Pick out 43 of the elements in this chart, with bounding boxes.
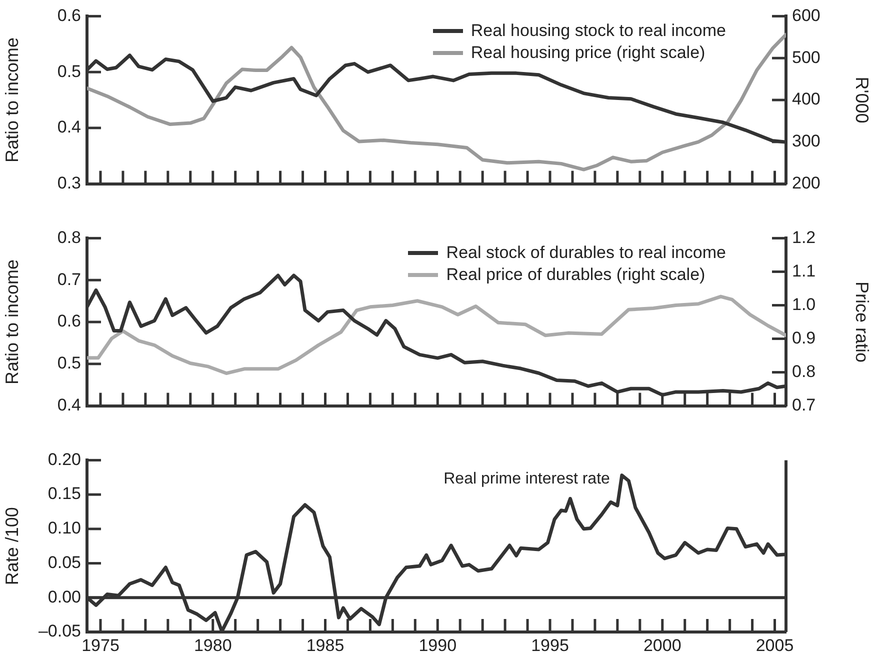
y-axis-title: Rate /100 [2, 507, 22, 586]
y-tick-label: 0.3 [57, 173, 81, 192]
y2-tick-label: 500 [792, 48, 820, 67]
y-axis-title: Ratio to income [2, 259, 22, 385]
x-tick-label: 1975 [82, 636, 120, 655]
series-label: Real prime interest rate [444, 470, 610, 488]
y-tick-label: 0.6 [57, 6, 81, 25]
y-tick-label: –0.05 [38, 622, 81, 641]
y-tick-label: 0.00 [48, 587, 81, 606]
y2-tick-label: 0.7 [792, 395, 816, 414]
y2-tick-label: 400 [792, 90, 820, 109]
y-tick-label: 0.4 [57, 118, 81, 137]
x-tick-label: 1985 [306, 636, 344, 655]
y-axis-title: Ratio to income [2, 37, 22, 163]
legend-label: Real housing price (right scale) [470, 42, 706, 64]
x-tick-label: 2000 [643, 636, 682, 655]
legend-label: Real housing stock to real income [470, 20, 726, 42]
y-tick-label: 0.5 [57, 354, 81, 373]
y2-axis-title: Price ratio [852, 281, 872, 363]
y2-tick-label: 1.1 [792, 261, 816, 280]
y-tick-label: 0.5 [57, 62, 81, 81]
y-tick-label: 0.7 [57, 270, 81, 289]
y2-tick-label: 300 [792, 132, 820, 151]
x-tick-label: 1995 [531, 636, 569, 655]
y2-tick-label: 1.2 [792, 228, 816, 247]
y-tick-label: 0.05 [48, 552, 81, 572]
y2-tick-label: 1.0 [792, 294, 816, 314]
legend-label: Real stock of durables to real income [446, 242, 726, 264]
y-tick-label: 0.6 [57, 312, 81, 331]
x-tick-label: 2005 [756, 636, 794, 655]
y2-tick-label: 200 [792, 173, 820, 192]
legend-label: Real price of durables (right scale) [446, 264, 706, 286]
y2-tick-label: 600 [792, 6, 820, 25]
y-tick-label: 0.10 [48, 518, 81, 538]
y2-tick-label: 0.9 [792, 328, 816, 348]
y2-tick-label: 0.8 [792, 362, 816, 381]
x-tick-label: 1990 [418, 636, 457, 655]
y-tick-label: 0.8 [57, 228, 81, 247]
x-tick-label: 1980 [194, 636, 232, 655]
y-tick-label: 0.15 [48, 484, 81, 504]
y2-axis-title: R'000 [852, 76, 872, 124]
y-tick-label: 0.4 [57, 395, 81, 414]
y-tick-label: 0.20 [48, 450, 81, 469]
